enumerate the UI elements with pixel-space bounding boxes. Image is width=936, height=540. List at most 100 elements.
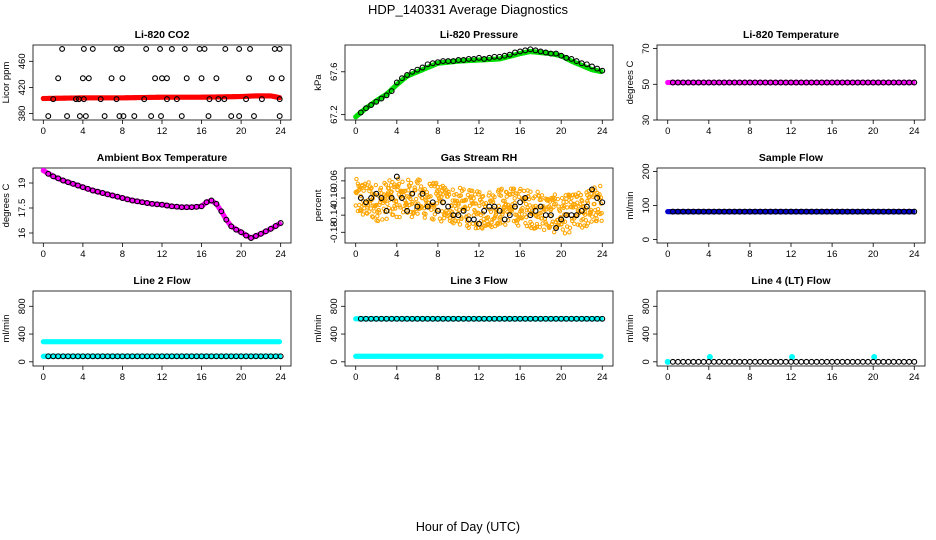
data-point (423, 211, 428, 217)
data-point (870, 358, 877, 365)
data-point (267, 225, 274, 232)
data-point (408, 180, 414, 186)
data-layer (40, 45, 285, 120)
data-point (247, 45, 253, 52)
y-axis-label: ml/min (313, 315, 324, 343)
data-point (575, 194, 580, 199)
series-averages (669, 79, 918, 86)
data-point (480, 193, 486, 199)
data-point (537, 224, 543, 230)
data-point (716, 358, 723, 365)
data-point (690, 358, 697, 365)
data-point (808, 358, 815, 365)
data-point (500, 212, 505, 217)
panel-p1: Li-820 CO2 Licor ppm 0 4 8 12 16 20 24 380 420 460 (1, 29, 292, 137)
data-point (377, 202, 382, 207)
data-point (388, 195, 395, 201)
data-point (451, 221, 456, 226)
data-point (444, 208, 449, 214)
data-point (393, 173, 400, 180)
data-point (546, 204, 552, 209)
data-point (589, 219, 594, 224)
data-point (440, 192, 445, 197)
data-point (582, 212, 588, 217)
series-averages (357, 46, 606, 116)
data-point (257, 230, 264, 237)
data-point (368, 206, 374, 211)
y-tick-label: 400 (329, 326, 340, 342)
data-point (436, 195, 442, 200)
y-tick-label: -0.18 (329, 221, 340, 243)
x-tick-label: 16 (827, 249, 838, 260)
data-point (479, 199, 484, 204)
panel-p8: Line 3 Flow ml/min 0 4 8 12 16 20 24 0 400 800 (313, 275, 614, 383)
data-point (588, 210, 594, 215)
data-point (406, 188, 411, 193)
data-point (598, 183, 603, 189)
data-point (834, 358, 841, 365)
data-point (782, 358, 789, 365)
data-point (378, 185, 384, 191)
x-tick-label: 12 (786, 372, 797, 383)
data-layer (353, 315, 606, 359)
y-tick-label: 30 (641, 115, 652, 126)
data-point (383, 182, 389, 187)
data-point (726, 358, 733, 365)
data-point (535, 189, 540, 195)
data-point (558, 216, 565, 223)
x-tick-label: 16 (827, 372, 838, 383)
data-point (599, 315, 606, 322)
data-point (564, 199, 569, 205)
x-tick-label: 4 (80, 372, 85, 383)
data-point (522, 195, 529, 201)
data-point (485, 215, 491, 220)
data-point (113, 96, 120, 103)
x-tick-label: 16 (827, 126, 838, 137)
series-averages (357, 315, 606, 322)
data-point (50, 173, 57, 180)
y-tick-label: 400 (641, 326, 652, 342)
data-point (118, 45, 125, 52)
data-layer (665, 79, 918, 86)
data-point (521, 188, 527, 194)
data-point (357, 195, 364, 201)
data-point (196, 45, 203, 52)
data-point (555, 196, 560, 202)
x-tick-label: 24 (275, 372, 286, 383)
data-point (445, 203, 452, 210)
data-point (481, 207, 488, 214)
data-point (424, 190, 430, 195)
data-point (355, 181, 361, 186)
data-point (572, 221, 577, 227)
panel-title: Ambient Box Temperature (97, 152, 228, 164)
data-point (363, 199, 369, 206)
data-point (422, 186, 427, 192)
data-point (152, 75, 159, 82)
data-point (480, 226, 485, 231)
data-point (417, 178, 422, 183)
data-point (580, 198, 585, 204)
data-point (567, 230, 572, 235)
x-tick-label: 24 (597, 249, 608, 260)
data-point (376, 208, 381, 213)
y-axis-label: ml/min (625, 192, 636, 220)
plot-frame (656, 167, 926, 244)
y-axis-label: degrees C (625, 60, 636, 104)
data-point (517, 189, 522, 194)
data-point (474, 221, 479, 226)
x-tick-label: 4 (394, 126, 399, 137)
data-point (598, 353, 604, 359)
data-point (415, 211, 420, 216)
data-point (272, 223, 279, 229)
data-point (829, 358, 836, 365)
data-point (413, 187, 418, 193)
data-point (491, 203, 498, 210)
data-point (865, 358, 871, 365)
data-point (527, 212, 534, 219)
x-tick-label: 8 (747, 126, 752, 137)
data-point (798, 358, 805, 365)
y-axis-label: ml/min (1, 315, 12, 343)
data-point (365, 205, 370, 210)
data-point (518, 215, 524, 220)
data-point (449, 209, 455, 215)
